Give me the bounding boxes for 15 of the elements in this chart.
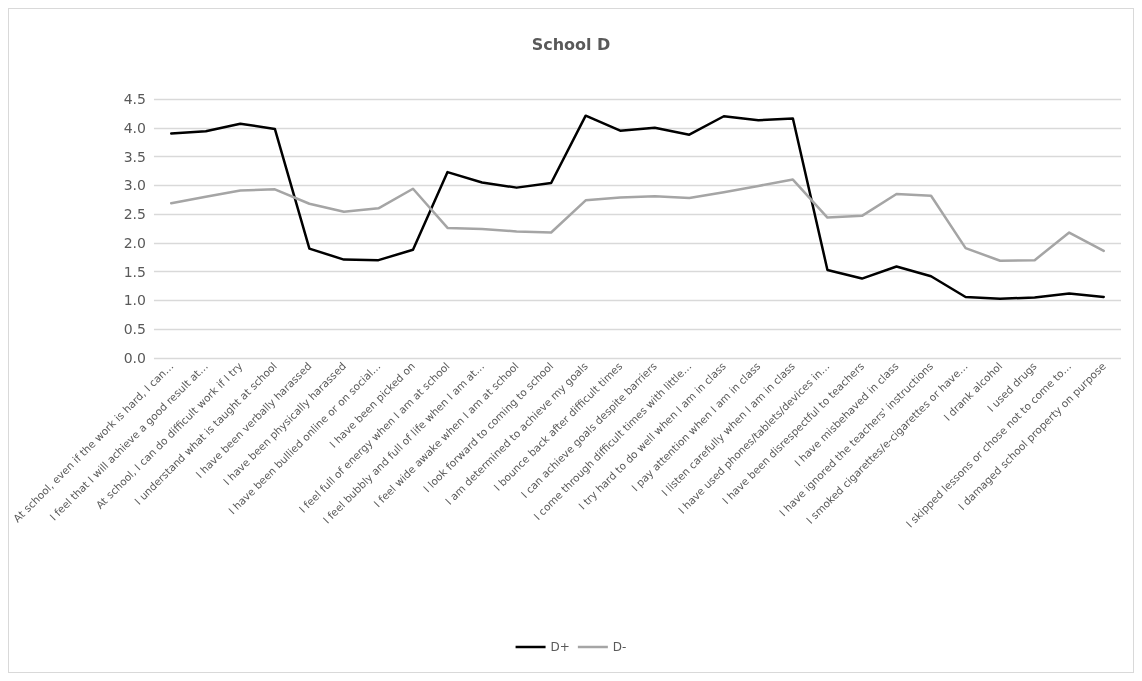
- y-tick-label: 3.0: [123, 177, 146, 194]
- y-tick-label: 2.5: [123, 206, 146, 223]
- y-tick-label: 4.5: [123, 91, 146, 107]
- y-tick-label: 0.5: [123, 321, 146, 338]
- y-tick-label: 3.5: [123, 148, 146, 165]
- y-tick-label: 1.0: [123, 292, 146, 309]
- y-tick-label: 2.0: [123, 234, 146, 251]
- chart-title: School D: [531, 34, 611, 54]
- legend-label: D-: [612, 640, 627, 654]
- y-tick-label: 1.5: [123, 263, 146, 280]
- legend-label: D+: [550, 640, 570, 654]
- y-tick-label: 4.0: [123, 119, 146, 136]
- line-series: [169, 178, 1105, 262]
- y-tick-label: 0.0: [123, 350, 146, 366]
- line-series: [169, 114, 1105, 300]
